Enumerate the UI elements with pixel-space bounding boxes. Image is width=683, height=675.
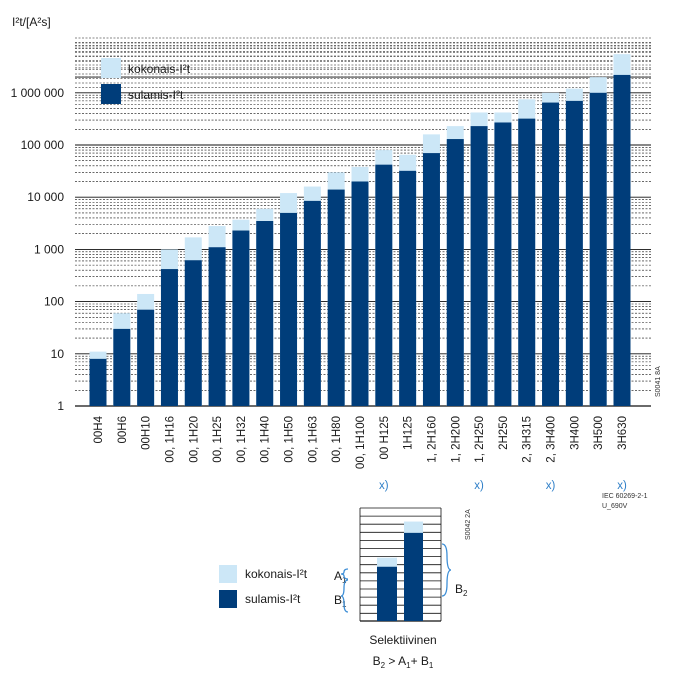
bar-melting-i2t	[589, 92, 607, 407]
selectivity-legend-melting: sulamis-I²t	[245, 592, 301, 606]
selectivity-legend-swatch-melting	[219, 590, 237, 608]
x-tick-label: 3H400	[569, 416, 581, 450]
x-tick-label: 00, 1H25	[212, 416, 224, 463]
selectivity-legend-total: kokonais-I²t	[245, 567, 308, 581]
bar-melting-i2t	[399, 170, 417, 406]
x-tick-label: 00H4	[93, 415, 105, 443]
y-tick-label: 1 000	[34, 242, 64, 256]
bar-melting-i2t	[280, 212, 298, 406]
y-tick-label: 100 000	[21, 138, 65, 152]
footnote-voltage: U_690V	[602, 503, 628, 510]
x-tick-label: 1, 2H250	[474, 416, 486, 463]
bar-melting-i2t	[518, 118, 536, 407]
brace-b2	[441, 543, 452, 597]
y-tick-label: 1	[57, 399, 64, 413]
bar-melting-i2t	[208, 247, 226, 406]
bar-melting-i2t	[422, 153, 440, 406]
label-b1: B1	[334, 593, 347, 609]
chart-legend: kokonais-I²t sulamis-I²t	[101, 58, 191, 104]
brace-a1	[340, 568, 349, 580]
x-tick-label: 1, 2H200	[450, 416, 462, 463]
bar-melting-i2t	[113, 328, 131, 406]
y-tick-label: 100	[44, 295, 64, 309]
brace-b1	[340, 579, 349, 613]
selectivity-legend-swatch-total	[219, 565, 237, 583]
bar-melting-i2t	[351, 181, 369, 406]
x-tick-label: 2, 3H315	[522, 416, 534, 463]
x-tick-label: 2H250	[498, 416, 510, 450]
x-tick-label: 3H630	[617, 416, 629, 450]
x-tick-label: 00, 1H40	[260, 416, 272, 463]
selectivity-bar-melting-large-fuse	[404, 532, 423, 621]
legend-label-total: kokonais-I²t	[128, 62, 191, 76]
bar-melting-i2t	[89, 358, 107, 406]
bar-melting-i2t	[137, 309, 155, 406]
y-axis-title: I²t/[A²s]	[12, 15, 51, 29]
x-tick-label: 00, 1H20	[188, 416, 200, 463]
x-tick-label: 1H125	[403, 416, 415, 450]
bar-melting-i2t	[613, 74, 631, 406]
x-tick-label: 00H10	[141, 416, 153, 450]
bar-melting-i2t	[303, 200, 321, 406]
selectivity-side-code: S0042 2A	[465, 509, 472, 540]
x-tick-label: 00, 1H16	[164, 416, 176, 463]
selectivity-grid	[359, 507, 442, 622]
y-tick-labels: 1 10 100 1 000 10 000 100 000 1 000 000	[11, 86, 65, 413]
x-tick-label: 00, 1H32	[236, 416, 248, 463]
label-a1: A1	[334, 569, 347, 585]
x-tick-label: 00 H125	[379, 416, 391, 459]
bar-melting-i2t	[470, 126, 488, 407]
selectivity-formula: B2 > A1+ B1	[373, 654, 434, 670]
x-tick-label: 00, 1H80	[331, 416, 343, 463]
x-tick-label: 2, 3H400	[546, 416, 558, 463]
y-tick-label: 10 000	[27, 190, 64, 204]
x-tick-label: 1, 2H160	[426, 416, 438, 463]
legend-swatch-melting	[101, 84, 121, 104]
x-tick-footnote-mark: x)	[617, 480, 627, 492]
footnote-standard: IEC 60269-2-1	[602, 493, 648, 500]
bar-melting-i2t	[494, 122, 512, 406]
x-tick-label: 00H6	[117, 416, 129, 444]
selectivity-diagram: S0042 2A kokonais-I²t sulamis-I²t A1 B1 …	[219, 507, 472, 670]
bar-series	[89, 54, 631, 407]
chart-side-code: S0041 8A	[655, 366, 662, 397]
x-tick-label: 00, 1H100	[355, 416, 367, 469]
x-tick-footnote-mark: x)	[546, 480, 556, 492]
label-b2: B2	[455, 582, 468, 598]
legend-swatch-total	[101, 58, 121, 78]
y-tick-label: 1 000 000	[11, 86, 65, 100]
x-tick-labels: 00H4 00H6 00H10 00, 1H16 00, 1H20 00, 1H25 00,…	[93, 415, 629, 492]
x-tick-footnote-mark: x)	[474, 480, 484, 492]
x-tick-label: 00, 1H63	[307, 416, 319, 463]
x-tick-label: 00, 1H50	[284, 416, 296, 463]
bar-melting-i2t	[375, 164, 393, 406]
bar-melting-i2t	[232, 230, 250, 406]
bar-melting-i2t	[184, 260, 202, 406]
i2t-bar-chart: I²t/[A²s] 1 10 100 1 000 10 000 100 000 1 000 …	[11, 15, 662, 510]
bar-melting-i2t	[565, 100, 583, 407]
y-tick-label: 10	[51, 347, 65, 361]
selectivity-bar-melting-small-fuse	[377, 566, 397, 621]
selectivity-title: Selektiivinen	[369, 633, 436, 647]
bar-melting-i2t	[327, 189, 345, 406]
x-tick-footnote-mark: x)	[379, 480, 389, 492]
bar-melting-i2t	[160, 269, 178, 406]
selectivity-bars	[377, 521, 423, 621]
x-tick-label: 3H500	[593, 416, 605, 450]
bar-melting-i2t	[446, 139, 464, 406]
legend-label-melting: sulamis-I²t	[128, 88, 184, 102]
bar-melting-i2t	[542, 102, 560, 407]
bar-melting-i2t	[256, 220, 274, 406]
